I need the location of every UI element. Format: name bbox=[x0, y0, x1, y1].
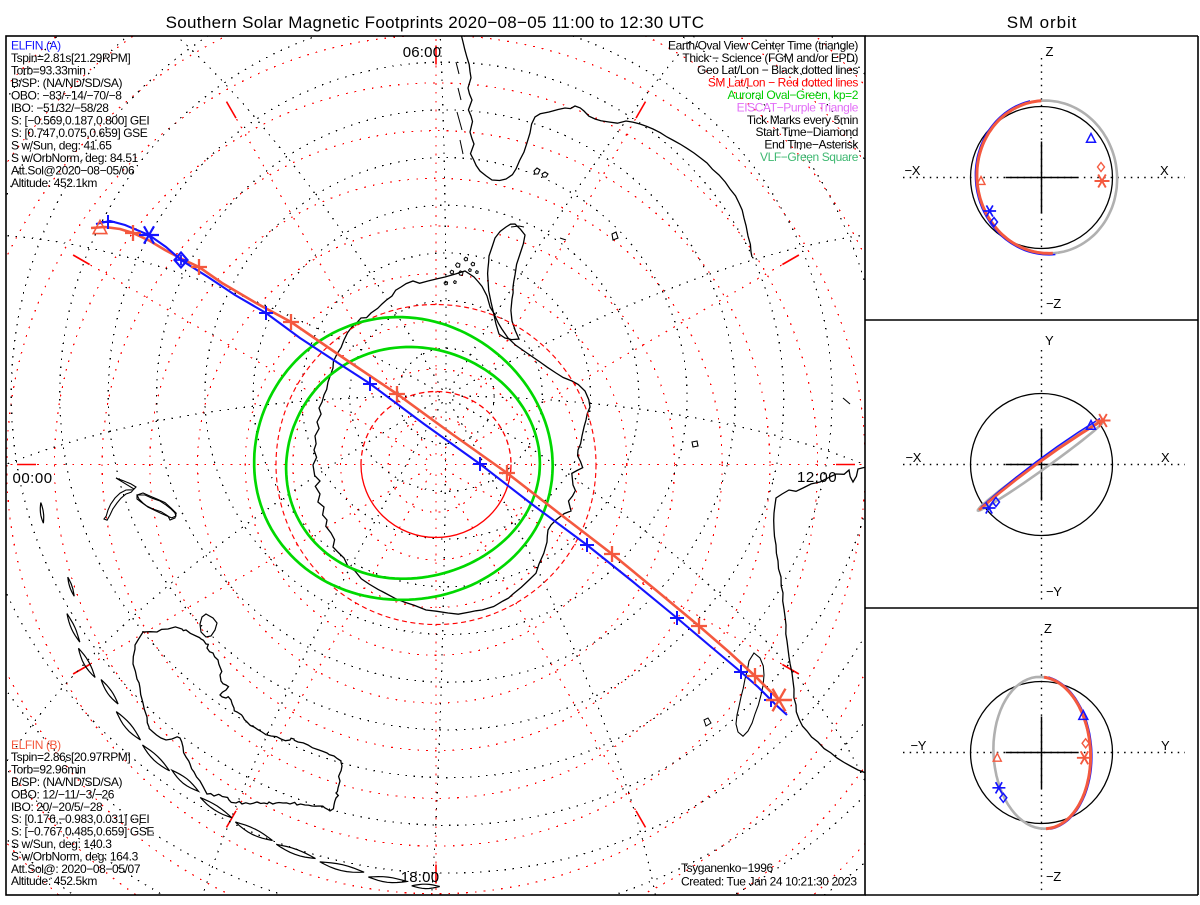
svg-text:SM Lat/Lon − Red dotted lines: SM Lat/Lon − Red dotted lines bbox=[708, 76, 859, 90]
svg-text:S w/OrbNorm, deg: 84.51: S w/OrbNorm, deg: 84.51 bbox=[11, 151, 139, 165]
svg-text:ELFIN (A): ELFIN (A) bbox=[11, 39, 61, 53]
svg-text:S: [0.176,−0.983,0.031] GEI: S: [0.176,−0.983,0.031] GEI bbox=[11, 812, 149, 826]
svg-text:B/SP: (NA/ND/SD/SA): B/SP: (NA/ND/SD/SA) bbox=[11, 775, 122, 789]
svg-text:Y: Y bbox=[1161, 738, 1170, 753]
svg-text:Tspin=2.81s[21.29RPM]: Tspin=2.81s[21.29RPM] bbox=[11, 51, 130, 65]
svg-text:End Time−Asterisk: End Time−Asterisk bbox=[764, 138, 859, 152]
svg-text:B/SP: (NA/ND/SD/SA): B/SP: (NA/ND/SD/SA) bbox=[11, 76, 122, 90]
svg-text:−X: −X bbox=[906, 450, 922, 465]
svg-text:IBO: 20/−20/5/−28: IBO: 20/−20/5/−28 bbox=[11, 800, 103, 814]
svg-text:−Z: −Z bbox=[1046, 296, 1061, 311]
svg-text:X: X bbox=[1161, 450, 1170, 465]
svg-text:IBO: −51/32/−58/28: IBO: −51/32/−58/28 bbox=[11, 101, 109, 115]
svg-text:OBO: −83/−14/−70/−8: OBO: −83/−14/−70/−8 bbox=[11, 89, 122, 103]
svg-text:S w/Sun, deg: 140.3: S w/Sun, deg: 140.3 bbox=[11, 837, 112, 851]
svg-text:Att.Sol@: 2020−08−05/07: Att.Sol@: 2020−08−05/07 bbox=[11, 862, 141, 876]
svg-text:SM orbit: SM orbit bbox=[1007, 13, 1078, 32]
svg-text:−Y: −Y bbox=[1046, 584, 1062, 599]
svg-text:S: [−0.767,0.485,0.659] GSE: S: [−0.767,0.485,0.659] GSE bbox=[11, 825, 154, 839]
svg-text:00:00: 00:00 bbox=[13, 470, 53, 487]
svg-text:Altitude: 452.5km: Altitude: 452.5km bbox=[11, 874, 97, 888]
svg-text:Torb=93.33min: Torb=93.33min bbox=[11, 64, 86, 78]
svg-text:Geo Lat/Lon − Black dotted lin: Geo Lat/Lon − Black dotted lines bbox=[697, 63, 858, 77]
svg-text:−X: −X bbox=[905, 163, 921, 178]
svg-text:−Y: −Y bbox=[911, 738, 927, 753]
svg-text:S w/Sun, deg: 41.65: S w/Sun, deg: 41.65 bbox=[11, 139, 112, 153]
svg-text:18:00: 18:00 bbox=[401, 869, 440, 886]
svg-text:Z: Z bbox=[1044, 621, 1052, 636]
svg-text:X: X bbox=[1160, 163, 1169, 178]
svg-text:Start Time−Diamond: Start Time−Diamond bbox=[755, 125, 858, 139]
svg-text:S w/OrbNorm, deg: 164.3: S w/OrbNorm, deg: 164.3 bbox=[11, 849, 139, 863]
svg-text:Y: Y bbox=[1045, 333, 1054, 348]
svg-text:ELFIN (B): ELFIN (B) bbox=[11, 738, 61, 752]
svg-text:S: [0.747,0.075,0.659] GSE: S: [0.747,0.075,0.659] GSE bbox=[11, 126, 148, 140]
svg-text:Tspin=2.86s[20.97RPM]: Tspin=2.86s[20.97RPM] bbox=[11, 750, 130, 764]
svg-text:Southern Solar Magnetic Footpr: Southern Solar Magnetic Footprints 2020−… bbox=[166, 13, 705, 32]
svg-text:Tick Marks every 5min: Tick Marks every 5min bbox=[747, 113, 858, 127]
svg-text:VLF−Green Square: VLF−Green Square bbox=[760, 150, 859, 164]
svg-text:Earth/Oval View Center Time (t: Earth/Oval View Center Time (triangle) bbox=[668, 38, 858, 52]
svg-text:06:00: 06:00 bbox=[403, 44, 442, 61]
svg-text:Auroral Oval−Green, kp=2: Auroral Oval−Green, kp=2 bbox=[728, 88, 859, 102]
svg-text:−Z: −Z bbox=[1046, 869, 1061, 884]
svg-text:S: [−0.569,0.187,0.800] GEI: S: [−0.569,0.187,0.800] GEI bbox=[11, 114, 149, 128]
svg-text:Tsyganenko−1996: Tsyganenko−1996 bbox=[681, 861, 773, 875]
svg-text:Z: Z bbox=[1046, 44, 1054, 59]
svg-text:Att.Sol@2020−08−05/06: Att.Sol@2020−08−05/06 bbox=[11, 164, 135, 178]
svg-text:EISCAT−Purple Triangle: EISCAT−Purple Triangle bbox=[737, 100, 859, 114]
svg-text:12:00: 12:00 bbox=[797, 469, 837, 486]
svg-text:OBO: 12/−11/−3/−26: OBO: 12/−11/−3/−26 bbox=[11, 787, 115, 801]
svg-text:Altitude: 452.1km: Altitude: 452.1km bbox=[11, 176, 97, 190]
svg-text:Thick − Science (FGM and/or EP: Thick − Science (FGM and/or EPD) bbox=[682, 51, 858, 65]
svg-text:Torb=92.96min: Torb=92.96min bbox=[11, 763, 86, 777]
svg-text:Created: Tue Jan 24 10:21:30 2: Created: Tue Jan 24 10:21:30 2023 bbox=[681, 875, 857, 889]
